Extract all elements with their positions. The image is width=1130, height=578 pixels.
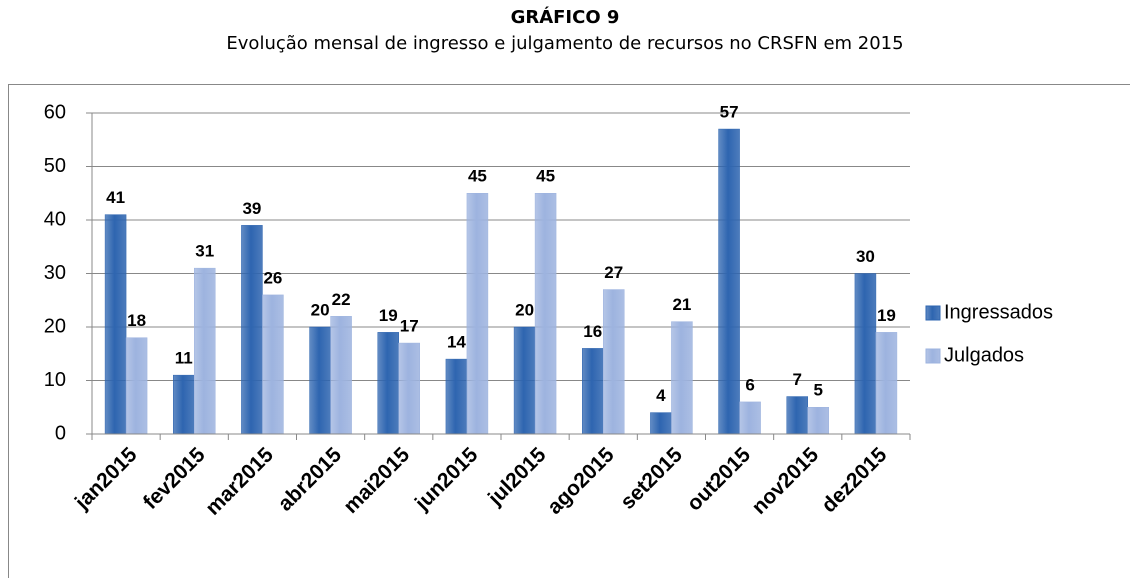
bar <box>173 374 195 435</box>
data-label: 6 <box>745 375 754 394</box>
data-label: 4 <box>656 386 666 405</box>
bar <box>125 337 148 435</box>
bar <box>854 273 877 435</box>
chart-subtitle: Evolução mensal de ingresso e julgamento… <box>226 33 903 54</box>
data-label: 5 <box>814 381 823 400</box>
data-label: 31 <box>195 242 214 261</box>
y-tick-label: 10 <box>44 369 66 391</box>
data-label: 39 <box>242 199 261 218</box>
bar <box>534 193 557 435</box>
bar <box>875 332 898 435</box>
bar <box>513 326 536 435</box>
legend-label: Julgados <box>944 344 1024 366</box>
data-label: 45 <box>468 167 487 186</box>
data-label: 26 <box>263 268 282 287</box>
y-tick-label: 0 <box>55 422 66 444</box>
data-label: 19 <box>379 306 398 325</box>
bar <box>739 401 761 435</box>
x-tick-label: fev2015 <box>139 443 210 514</box>
x-tick-label: nov2015 <box>748 443 824 519</box>
data-label: 57 <box>720 103 739 122</box>
y-tick-label: 30 <box>44 262 66 284</box>
bar <box>330 316 352 435</box>
x-tick-label: out2015 <box>683 443 756 516</box>
y-tick-label: 40 <box>44 208 66 230</box>
x-tick-label: mar2015 <box>201 443 278 520</box>
legend-label: Ingressados <box>944 301 1053 323</box>
x-tick-label: mai2015 <box>339 443 414 518</box>
y-tick-label: 20 <box>44 315 66 337</box>
bar <box>398 342 420 435</box>
x-tick-label: dez2015 <box>817 443 891 517</box>
data-label: 20 <box>515 300 534 319</box>
bar <box>807 407 829 435</box>
x-tick-label: ago2015 <box>543 443 619 519</box>
bar <box>104 214 127 435</box>
bar <box>241 225 263 435</box>
chart-frame <box>8 84 1130 578</box>
x-tick-label: jun2015 <box>410 443 482 515</box>
bar <box>671 321 693 435</box>
data-label: 17 <box>400 317 419 336</box>
data-label: 18 <box>127 311 146 330</box>
bar <box>650 412 672 435</box>
legend-swatch <box>925 305 941 321</box>
x-tick-label: abr2015 <box>274 443 347 516</box>
bar <box>786 396 808 435</box>
y-tick-label: 50 <box>44 155 66 177</box>
data-label: 7 <box>793 370 802 389</box>
bar <box>582 348 604 435</box>
x-tick-label: set2015 <box>616 443 687 514</box>
bar <box>603 289 625 435</box>
x-tick-label: jul2015 <box>483 443 551 511</box>
data-label: 20 <box>311 300 330 319</box>
x-tick-label: jan2015 <box>70 443 142 515</box>
data-label: 22 <box>332 290 351 309</box>
data-label: 41 <box>106 188 125 207</box>
chart-title: GRÁFICO 9 <box>511 6 620 28</box>
bar <box>377 332 399 435</box>
bar <box>262 294 284 435</box>
data-label: 27 <box>604 263 623 282</box>
bar <box>466 193 489 435</box>
data-label: 30 <box>856 247 875 266</box>
data-label: 21 <box>672 295 691 314</box>
bar <box>194 267 216 435</box>
bar <box>309 326 331 435</box>
data-label: 16 <box>583 322 602 341</box>
bar <box>718 128 740 435</box>
data-label: 14 <box>447 333 466 352</box>
data-label: 45 <box>536 167 555 186</box>
data-label: 11 <box>175 349 193 368</box>
data-label: 19 <box>877 306 896 325</box>
bar <box>445 358 468 435</box>
y-tick-label: 60 <box>44 101 66 123</box>
legend-swatch <box>925 348 941 364</box>
